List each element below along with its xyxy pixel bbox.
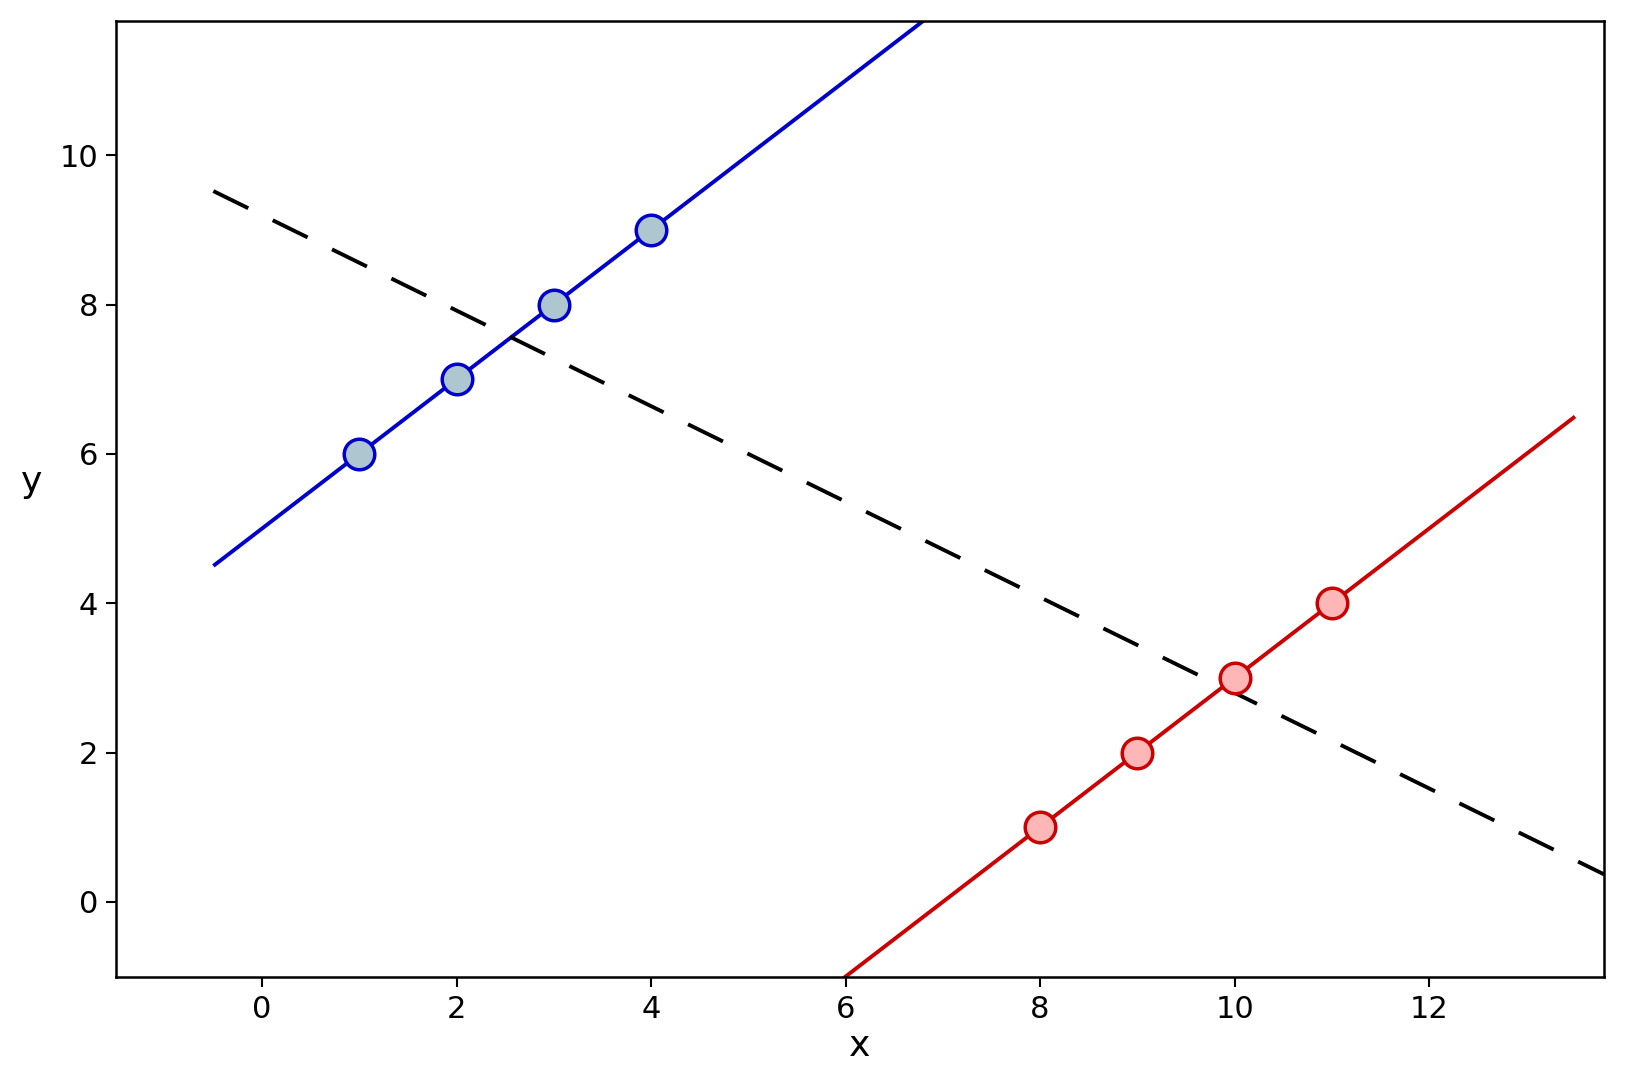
Y-axis label: y: y: [21, 465, 42, 499]
X-axis label: x: x: [850, 1029, 871, 1063]
